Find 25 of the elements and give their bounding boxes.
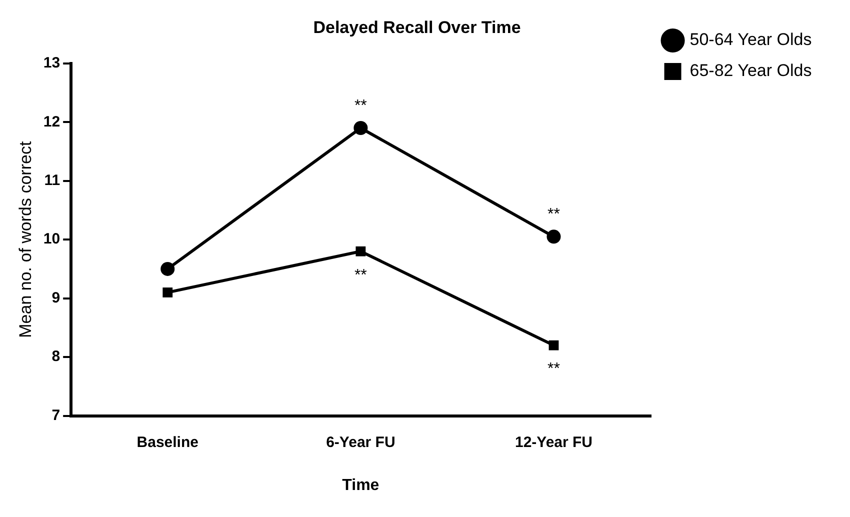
y-tick-label: 9 <box>52 289 60 306</box>
annotation: ** <box>548 206 560 224</box>
point <box>356 246 366 256</box>
x-tick-label: Baseline <box>136 434 198 451</box>
y-tick-label: 13 <box>43 54 60 72</box>
point <box>548 340 559 350</box>
y-tick-label: 10 <box>43 230 60 248</box>
legend-label: 65-82 Year Olds <box>690 61 812 80</box>
y-tick-label: 8 <box>52 348 60 366</box>
annotation: ** <box>548 360 560 378</box>
annotation: ** <box>354 266 367 284</box>
y-tick-label: 11 <box>44 172 60 190</box>
y-axis-title: Mean no. of words correct <box>16 141 35 338</box>
chart-title: Delayed Recall Over Time <box>313 18 521 37</box>
point <box>546 230 561 244</box>
legend-label: 50-64 Year Olds <box>690 30 812 50</box>
y-tick-label: 7 <box>52 406 60 424</box>
point <box>354 121 368 136</box>
annotation: ** <box>354 97 367 114</box>
x-tick-label: 6-Year FU <box>326 434 396 451</box>
x-axis-title: Time <box>342 476 380 494</box>
y-tick-label: 12 <box>43 113 60 130</box>
x-tick-label: 12-Year FU <box>514 434 593 451</box>
point <box>160 262 175 276</box>
point <box>162 288 173 298</box>
